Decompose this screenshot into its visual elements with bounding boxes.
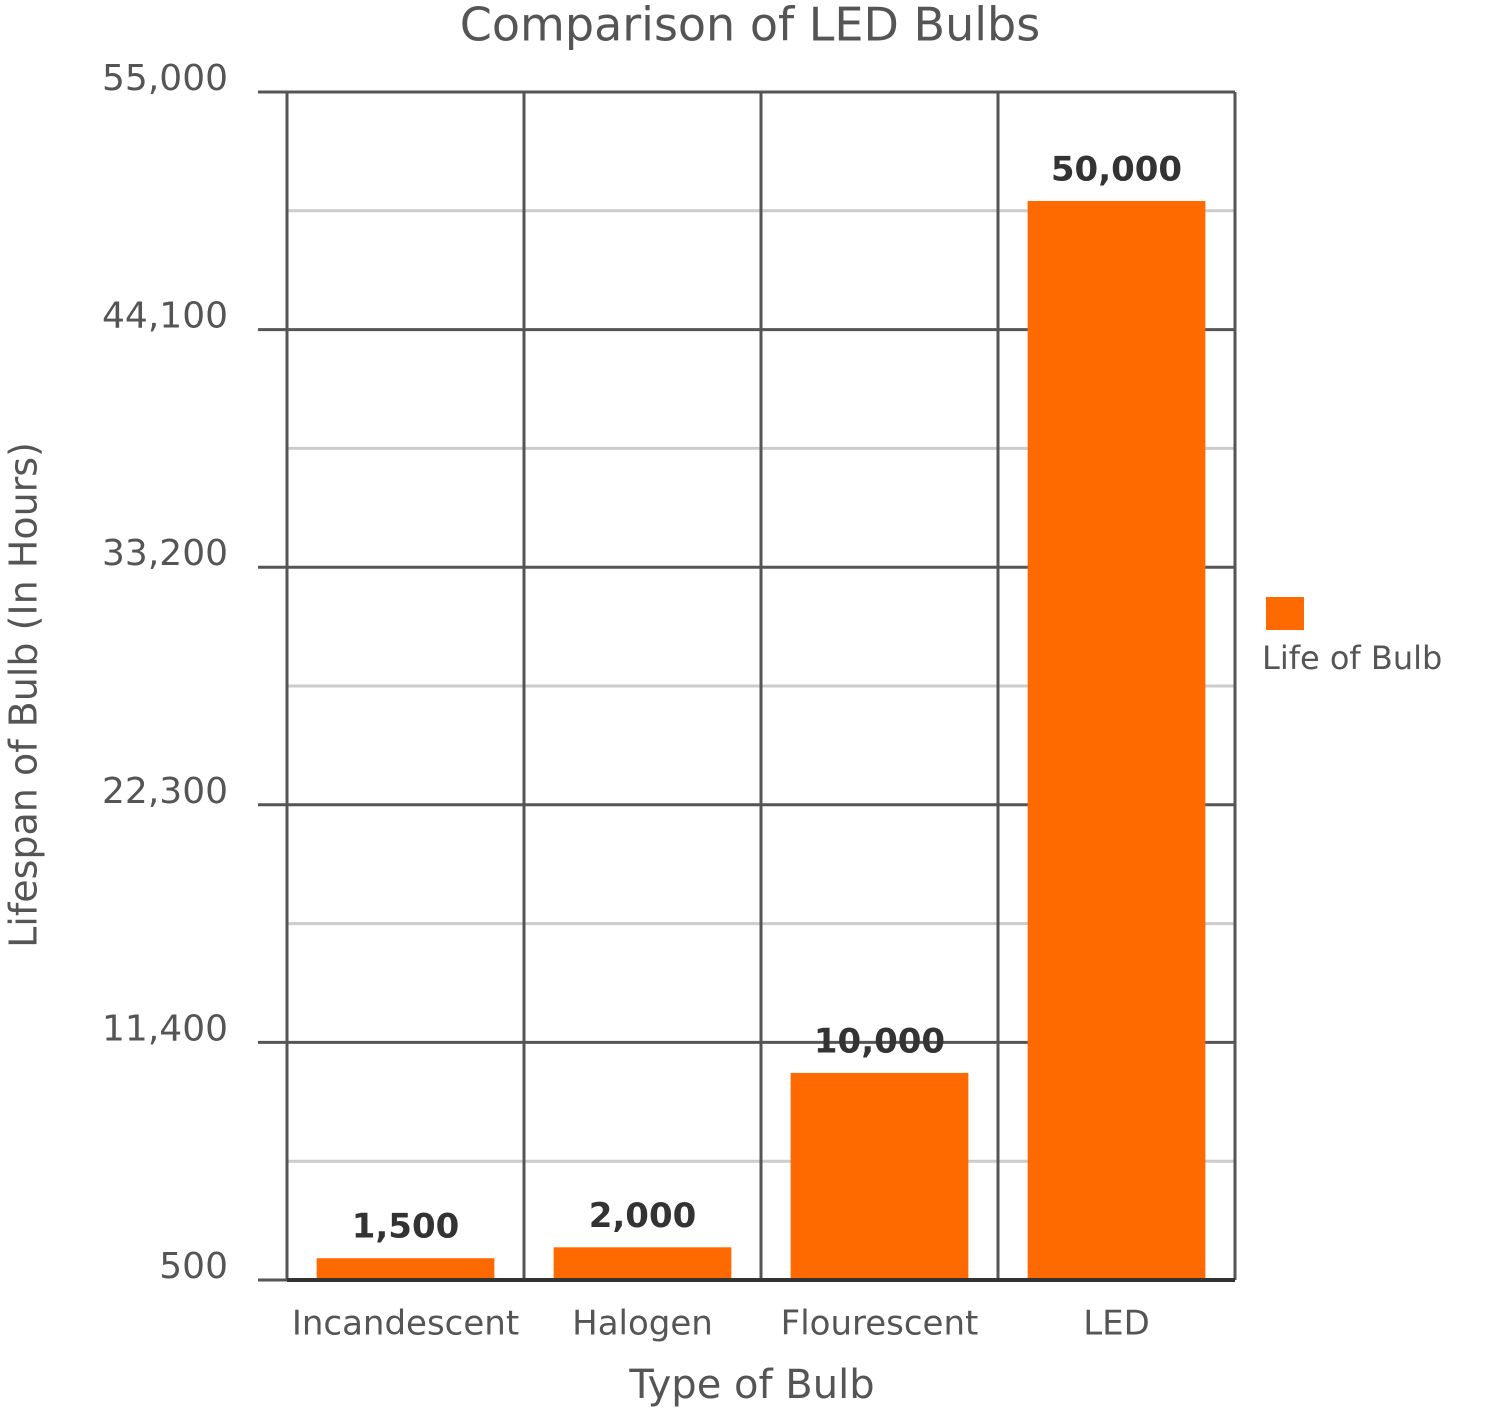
y-axis-title: Lifespan of Bulb (In Hours) (2, 442, 46, 948)
y-tick-label: 55,000 (102, 58, 228, 99)
bar (316, 1258, 495, 1280)
x-tick-label: LED (1083, 1304, 1150, 1344)
x-tick-label: Flourescent (781, 1304, 979, 1344)
x-tick-label: Halogen (572, 1304, 713, 1344)
x-axis-title: Type of Bulb (628, 1362, 874, 1408)
y-tick-label: 11,400 (102, 1008, 228, 1049)
bar (790, 1072, 969, 1280)
y-tick-label: 500 (159, 1246, 228, 1287)
chart-title: Comparison of LED Bulbs (460, 0, 1040, 52)
bar (1027, 200, 1206, 1280)
value-label: 2,000 (589, 1196, 697, 1236)
value-label: 1,500 (352, 1207, 460, 1247)
legend-label: Life of Bulb (1262, 639, 1442, 677)
value-label: 10,000 (814, 1021, 945, 1061)
y-tick-label: 33,200 (102, 533, 228, 574)
y-tick-label: 22,300 (102, 771, 228, 812)
legend-swatch (1266, 597, 1304, 630)
value-label: 50,000 (1051, 149, 1182, 189)
bar (553, 1247, 732, 1280)
y-tick-label: 44,100 (102, 296, 228, 337)
x-tick-label: Incandescent (292, 1304, 519, 1344)
